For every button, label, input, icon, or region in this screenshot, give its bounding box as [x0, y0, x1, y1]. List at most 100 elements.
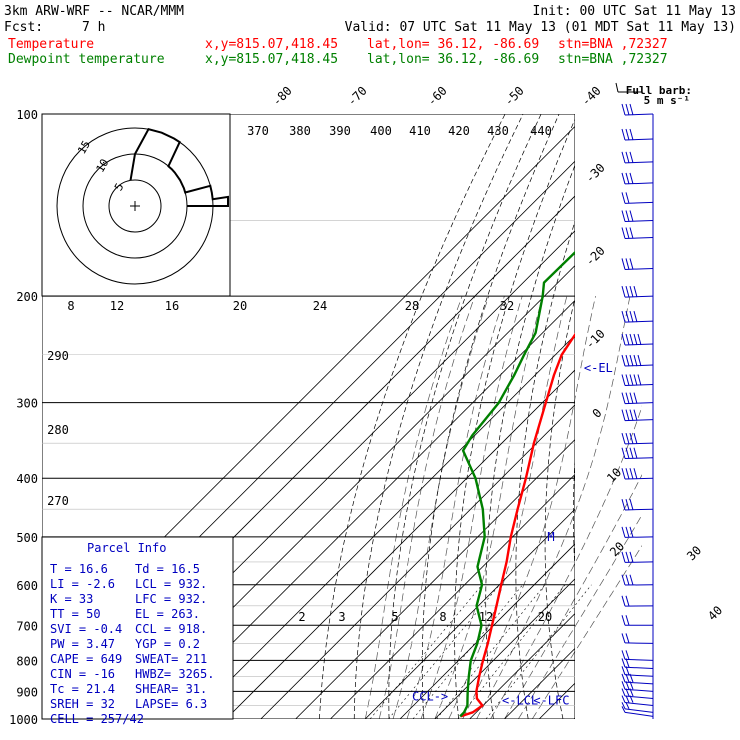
moist-adiabat-2 — [406, 295, 505, 719]
wind-barb-flag-150-0 — [621, 210, 626, 222]
dry-adiabat-280 — [421, 114, 560, 719]
wind-barb-flag-100-1 — [625, 103, 630, 116]
dry-adiabat-label-420: 420 — [448, 124, 470, 138]
wind-barb-flag-120-0 — [621, 151, 626, 164]
wind-barb-shaft-180 — [624, 267, 654, 270]
wind-barb-flag-400-3 — [633, 468, 638, 480]
wind-barb-flag-280-4 — [637, 374, 642, 386]
wind-barb-flag-300-2 — [629, 392, 634, 404]
isotherm-label-40: 40 — [705, 603, 725, 623]
wind-barb-flag-260-0 — [621, 354, 626, 367]
wind-barb-shaft-260 — [624, 364, 654, 367]
wind-barb-flag-260-4 — [637, 354, 642, 367]
wind-barb-flag-130-0 — [621, 172, 626, 185]
parcel-row-3-left: TT = 50 — [50, 607, 101, 621]
isotherm-label--40: -40 — [579, 84, 604, 109]
isotherm-label-0: 0 — [590, 406, 605, 421]
wind-barb-flag-260-3 — [633, 354, 638, 367]
wind-barb-990 — [621, 706, 654, 717]
wind-barb-flag-200-0 — [621, 285, 626, 298]
mixing-ratio-label-20: 20 — [538, 610, 552, 624]
wind-barb-160 — [621, 227, 654, 239]
wind-barb-flag-280-3 — [633, 374, 638, 386]
wetbulb-label-8: 8 — [67, 299, 74, 313]
moist-adiabat-30 — [504, 474, 642, 719]
wind-barb-450 — [621, 499, 654, 511]
wind-barb-975 — [621, 702, 654, 713]
isotherm-40 — [538, 682, 575, 719]
isotherm-label--80: -80 — [270, 84, 295, 109]
wind-barb-flag-260-1 — [625, 354, 630, 367]
parcel-row-4-right: CCL = 918. — [135, 622, 207, 636]
wind-barb-flag-320-2 — [629, 409, 634, 421]
parcel-row-2-right: LFC = 932. — [135, 592, 207, 606]
wind-barb-shaft-875 — [624, 681, 654, 685]
wind-barb-flag-370-3 — [633, 447, 638, 459]
legend-temperature-station: stn=BNA ,72327 — [558, 37, 668, 52]
isotherm-30 — [504, 647, 575, 719]
pressure-label-200: 200 — [16, 290, 38, 304]
isotherm-label-20: 20 — [607, 539, 627, 559]
wind-barb-flag-240-2 — [629, 333, 634, 346]
isotherm--50 — [225, 369, 575, 719]
dry-adiabat-390 — [727, 114, 740, 719]
wind-barb-flag-875-0 — [621, 673, 626, 683]
wind-barb-flag-320-0 — [621, 409, 626, 421]
annotation-2: CCL-> — [412, 690, 448, 704]
wind-barb-flag-320-3 — [633, 409, 638, 421]
pressure-label-100: 100 — [16, 108, 38, 122]
legend-temperature-xy: x,y=815.07,418.45 — [205, 37, 338, 52]
dewpoint-profile — [459, 250, 575, 718]
wind-barb-flag-100-2 — [629, 103, 634, 116]
hodograph-ring-5 — [108, 179, 162, 233]
isotherm-label--30: -30 — [583, 161, 608, 186]
dry-adiabat-left-label-290: 290 — [47, 349, 69, 363]
wind-barb-400 — [621, 468, 654, 480]
parcel-row-9-left: SREH = 32 — [50, 697, 115, 711]
wind-barb-shaft-140 — [624, 201, 654, 204]
isotherm-label--70: -70 — [345, 84, 370, 109]
legend-temperature-latlon: lat,lon= 36.12, -86.69 — [367, 37, 539, 52]
wind-barb-flag-110-0 — [621, 128, 626, 141]
wind-barb-flag-130-1 — [625, 172, 630, 185]
isotherm-label-30: 30 — [684, 543, 704, 563]
dry-adiabat-320 — [544, 296, 575, 719]
wind-barb-shaft-850 — [624, 674, 654, 677]
wind-barb-shaft-150 — [624, 220, 654, 223]
hodograph-ring-label-15: 15 — [75, 138, 93, 156]
mixing-ratio-12 — [457, 584, 566, 719]
wind-barb-shaft-120 — [624, 161, 654, 164]
isotherm-label--20: -20 — [583, 244, 608, 269]
wind-barb-flag-300-0 — [621, 392, 626, 404]
pressure-label-800: 800 — [16, 654, 38, 668]
isotherm--30 — [295, 439, 575, 719]
parcel-row-5-right: YGP = 0.2 — [135, 637, 200, 651]
parcel-info-box: Parcel Info T = 16.6 Td = 16.5 LI = -2.6 LC… — [41, 536, 234, 726]
isotherm--20 — [330, 473, 575, 719]
wind-barb-flag-400-2 — [629, 468, 634, 480]
wind-barb-flag-300-1 — [625, 392, 630, 404]
init-time: Init: 00 UTC Sat 11 May 13 — [533, 4, 737, 19]
temperature-profile — [460, 332, 575, 718]
legend-temperature-name: Temperature — [8, 37, 94, 52]
wind-barb-shaft-925 — [624, 695, 654, 700]
wind-barb-shaft-100 — [624, 113, 654, 116]
wind-barb-600 — [621, 574, 654, 586]
wind-barb-240 — [621, 333, 654, 346]
dry-adiabat-360 — [653, 114, 703, 719]
wind-barb-260 — [621, 354, 654, 367]
moist-adiabat-6 — [420, 295, 523, 719]
wind-barb-shaft-900 — [624, 688, 654, 692]
wind-barb-flag-400-1 — [625, 468, 630, 480]
wind-barb-flag-140-1 — [625, 192, 630, 204]
parcel-info-frame — [41, 536, 234, 720]
wind-barb-flag-160-0 — [621, 227, 626, 239]
wind-barb-flag-370-0 — [621, 447, 626, 459]
dry-adiabat-label-400: 400 — [370, 124, 392, 138]
wind-barb-flag-975-0 — [621, 702, 626, 710]
wind-barb-shaft-825 — [624, 666, 654, 669]
wind-barb-300 — [621, 392, 654, 405]
dry-adiabat-260 — [353, 114, 524, 719]
